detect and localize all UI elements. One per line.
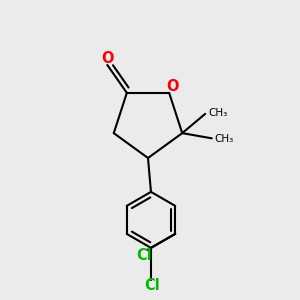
Text: Cl: Cl bbox=[136, 248, 152, 263]
Text: Cl: Cl bbox=[144, 278, 160, 293]
Text: CH₃: CH₃ bbox=[208, 108, 227, 118]
Text: O: O bbox=[166, 80, 178, 94]
Text: O: O bbox=[101, 50, 114, 65]
Text: CH₃: CH₃ bbox=[215, 134, 234, 144]
